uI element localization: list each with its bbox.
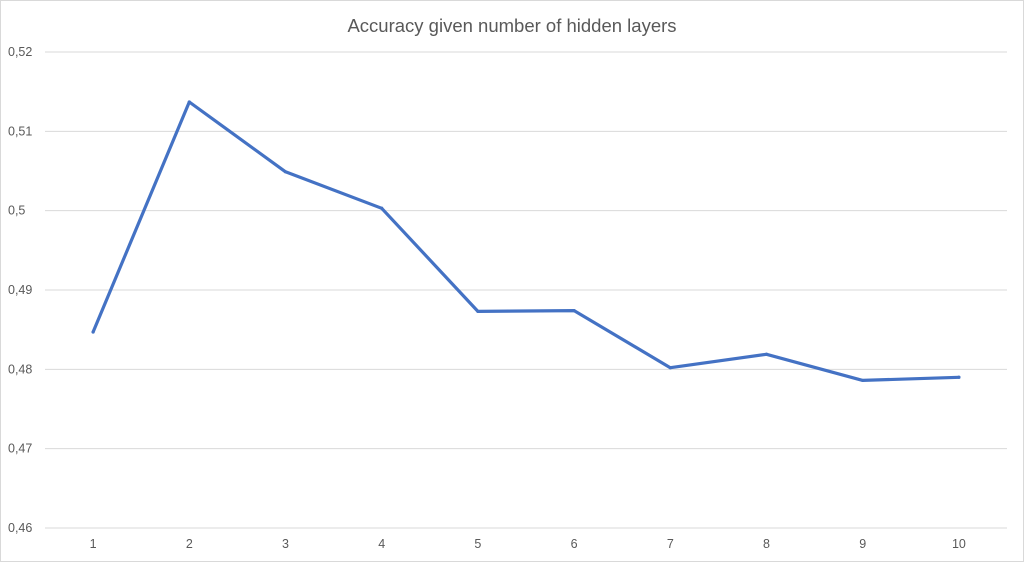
y-tick-label: 0,48	[8, 362, 32, 376]
data-point	[188, 100, 191, 103]
data-point	[380, 207, 383, 210]
data-point	[476, 310, 479, 313]
x-tick-label: 10	[952, 537, 966, 551]
y-tick-label: 0,46	[8, 521, 32, 535]
series-layer	[92, 100, 961, 382]
data-point	[957, 376, 960, 379]
x-tick-label: 2	[186, 537, 193, 551]
y-axis-tick-labels: 0,46 0,47 0,48 0,49 0,5 0,51 0,52	[8, 45, 32, 535]
y-tick-label: 0,47	[8, 442, 32, 456]
data-point	[573, 309, 576, 312]
x-tick-label: 9	[859, 537, 866, 551]
x-tick-label: 1	[90, 537, 97, 551]
y-tick-label: 0,49	[8, 283, 32, 297]
x-axis-tick-labels: 1 2 3 4 5 6 7 8 9 10	[90, 537, 966, 551]
x-tick-label: 4	[378, 537, 385, 551]
series-line	[93, 102, 959, 380]
chart-title: Accuracy given number of hidden layers	[347, 15, 676, 36]
data-point	[669, 366, 672, 369]
x-tick-label: 3	[282, 537, 289, 551]
gridlines	[45, 52, 1007, 528]
y-tick-label: 0,5	[8, 204, 25, 218]
data-point	[284, 170, 287, 173]
x-tick-label: 7	[667, 537, 674, 551]
data-point	[92, 330, 95, 333]
data-point	[861, 379, 864, 382]
data-point	[765, 353, 768, 356]
x-tick-label: 8	[763, 537, 770, 551]
y-tick-label: 0,52	[8, 45, 32, 59]
x-tick-label: 5	[474, 537, 481, 551]
x-tick-label: 6	[571, 537, 578, 551]
y-tick-label: 0,51	[8, 124, 32, 138]
